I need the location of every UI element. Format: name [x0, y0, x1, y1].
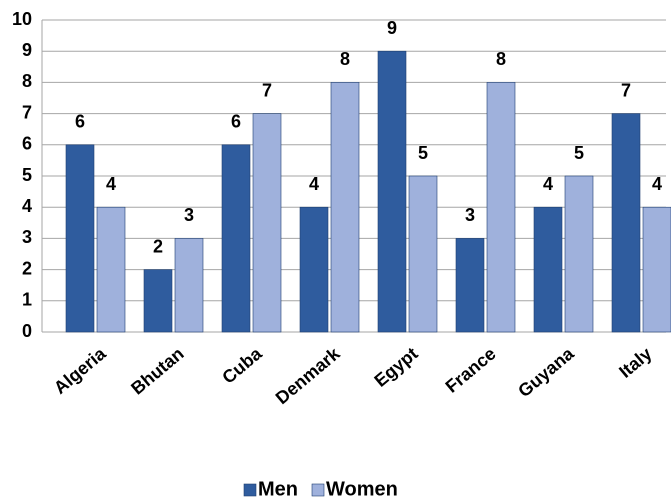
data-label: 4 — [106, 174, 116, 194]
data-label: 5 — [418, 143, 428, 163]
x-tick-label: Italy — [615, 343, 655, 381]
x-tick-label: Cuba — [218, 343, 266, 388]
y-tick-label: 1 — [22, 290, 32, 310]
bar — [143, 269, 173, 333]
y-tick-label: 7 — [22, 102, 32, 122]
bar — [221, 144, 251, 333]
data-label: 8 — [496, 49, 506, 69]
data-label: 5 — [574, 143, 584, 163]
legend-label: Men — [258, 478, 298, 500]
bar — [65, 144, 95, 333]
data-label: 6 — [75, 112, 85, 132]
y-tick-label: 9 — [22, 40, 32, 60]
x-tick-label: Guyana — [514, 343, 578, 401]
legend-swatch — [311, 483, 325, 497]
bar — [642, 206, 671, 333]
y-tick-label: 10 — [12, 9, 32, 29]
bar — [611, 113, 641, 333]
bar — [377, 50, 407, 333]
x-tick-label: Bhutan — [127, 343, 187, 398]
data-label: 2 — [153, 236, 163, 256]
y-tick-label: 0 — [22, 321, 32, 341]
y-tick-label: 8 — [22, 71, 32, 91]
y-tick-label: 6 — [22, 134, 32, 154]
x-tick-label: France — [442, 343, 500, 396]
data-label: 4 — [543, 174, 553, 194]
bar — [455, 238, 485, 333]
bar — [299, 206, 329, 333]
x-tick-label: Egypt — [370, 343, 421, 390]
bar — [252, 113, 282, 333]
y-tick-label: 3 — [22, 227, 32, 247]
data-label: 4 — [309, 174, 319, 194]
bar — [174, 238, 204, 333]
y-tick-label: 4 — [22, 196, 32, 216]
legend-label: Women — [326, 478, 398, 500]
data-label: 9 — [387, 18, 397, 38]
data-label: 7 — [621, 80, 631, 100]
bar — [533, 206, 563, 333]
bar — [330, 82, 360, 333]
data-label: 8 — [340, 49, 350, 69]
y-tick-label: 2 — [22, 258, 32, 278]
bar — [486, 82, 516, 333]
bar — [564, 175, 594, 333]
x-tick-label: Algeria — [50, 343, 110, 398]
x-tick-label: Denmark — [272, 343, 345, 408]
data-label: 6 — [231, 112, 241, 132]
data-label: 3 — [184, 205, 194, 225]
bar — [408, 175, 438, 333]
data-label: 3 — [465, 205, 475, 225]
data-label: 4 — [652, 174, 662, 194]
legend-swatch — [243, 483, 257, 497]
y-tick-label: 5 — [22, 165, 32, 185]
data-label: 7 — [262, 80, 272, 100]
bar — [96, 206, 126, 333]
